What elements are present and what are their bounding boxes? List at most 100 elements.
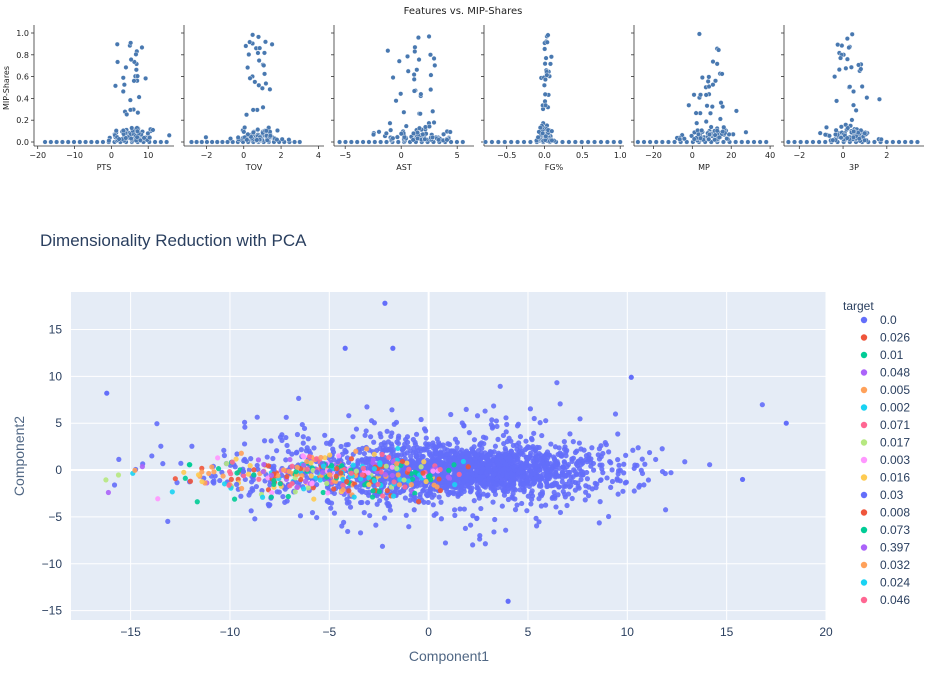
pca-point [229,459,235,465]
panel-point [545,32,551,38]
panel-point [274,137,280,143]
pca-point [584,476,591,482]
pca-point [617,467,623,473]
panel-point [850,102,856,108]
pca-point [528,450,534,456]
panel-point [537,125,543,131]
pca-point [606,449,612,455]
pca-point [477,532,483,539]
pca-point [565,491,572,497]
pca-point [396,482,402,488]
pca-point [596,446,602,452]
panel-point [260,104,266,110]
panel-point [579,139,585,145]
pca-point [447,458,453,464]
panel-point [844,56,850,62]
pca-point [423,478,429,485]
pca-point [423,435,429,441]
panel-point [261,50,267,56]
feature-panel-mp: −20 0 20 40 MP [631,25,775,172]
pca-point [576,440,582,446]
pca-point [565,469,571,475]
pca-point [442,540,449,546]
pca-point [249,479,255,485]
panel-point [112,83,118,89]
pca-point [377,462,383,468]
pca-point [529,493,536,499]
panel-point [412,44,418,50]
feature-panel-tov: −2 0 2 4 TOV [181,25,324,172]
panel-point [257,45,263,51]
pca-point [564,502,570,509]
pca-point [355,460,361,466]
pca-point [209,464,215,470]
panel-point [228,136,234,142]
pca-x-tick-label: 15 [720,625,734,639]
panel-point [250,129,256,135]
panel-point [152,139,158,145]
pca-point [599,466,605,472]
panel-point [838,55,844,61]
pca-point [476,495,482,501]
pca-point [557,450,563,456]
pca-point [364,459,370,465]
pca-point [336,453,342,459]
panel-point [572,139,578,145]
pca-point [265,475,271,481]
pca-point [327,452,333,458]
panel-point [540,130,546,136]
pca-point [707,462,713,468]
pca-point [474,468,480,474]
panel-point [720,129,726,135]
panel-point [135,110,141,116]
panel-x-tick-label: 1.0 [614,151,627,160]
legend-item: 0.024 [860,576,910,590]
pca-point [569,456,575,462]
pca-point [491,471,497,478]
pca-point [379,456,385,462]
pca-point [358,476,364,482]
pca-point [468,480,474,486]
pca-point [300,440,306,446]
pca-point [502,451,508,458]
panel-point [259,85,265,91]
panel-point [844,135,850,141]
pca-point [301,486,307,492]
pca-point [338,443,344,450]
pca-point [271,477,277,484]
pca-point [339,463,345,469]
panel-point [145,130,151,136]
panel-point [372,139,378,145]
pca-point [533,515,539,521]
pca-y-tick-label: 5 [55,416,62,430]
panel-point [129,125,135,131]
panel-point [383,130,389,136]
pca-point [572,468,578,475]
pca-point [115,472,122,478]
panel-x-tick-label: −2 [793,151,805,160]
panel-point [436,137,442,143]
pca-point [682,459,688,465]
pca-point [552,444,559,450]
pca-point [300,462,307,468]
panel-point [521,139,527,145]
panel-point [426,123,432,129]
pca-point [461,478,467,484]
pca-point [482,541,488,547]
panel-x-tick-label: 4 [316,151,321,160]
panel-point [447,129,453,135]
pca-point [460,467,467,474]
panel-point [541,82,547,88]
pca-point [364,446,370,452]
pca-point [215,455,221,461]
pca-point [374,493,380,499]
pca-point [430,456,436,462]
panel-point [247,75,253,81]
panel-point [426,33,432,39]
pca-point [285,493,291,500]
pca-point [599,462,605,468]
pca-point [552,473,559,479]
pca-point [491,480,497,486]
pca-point [359,445,366,451]
panel-point [689,133,695,139]
